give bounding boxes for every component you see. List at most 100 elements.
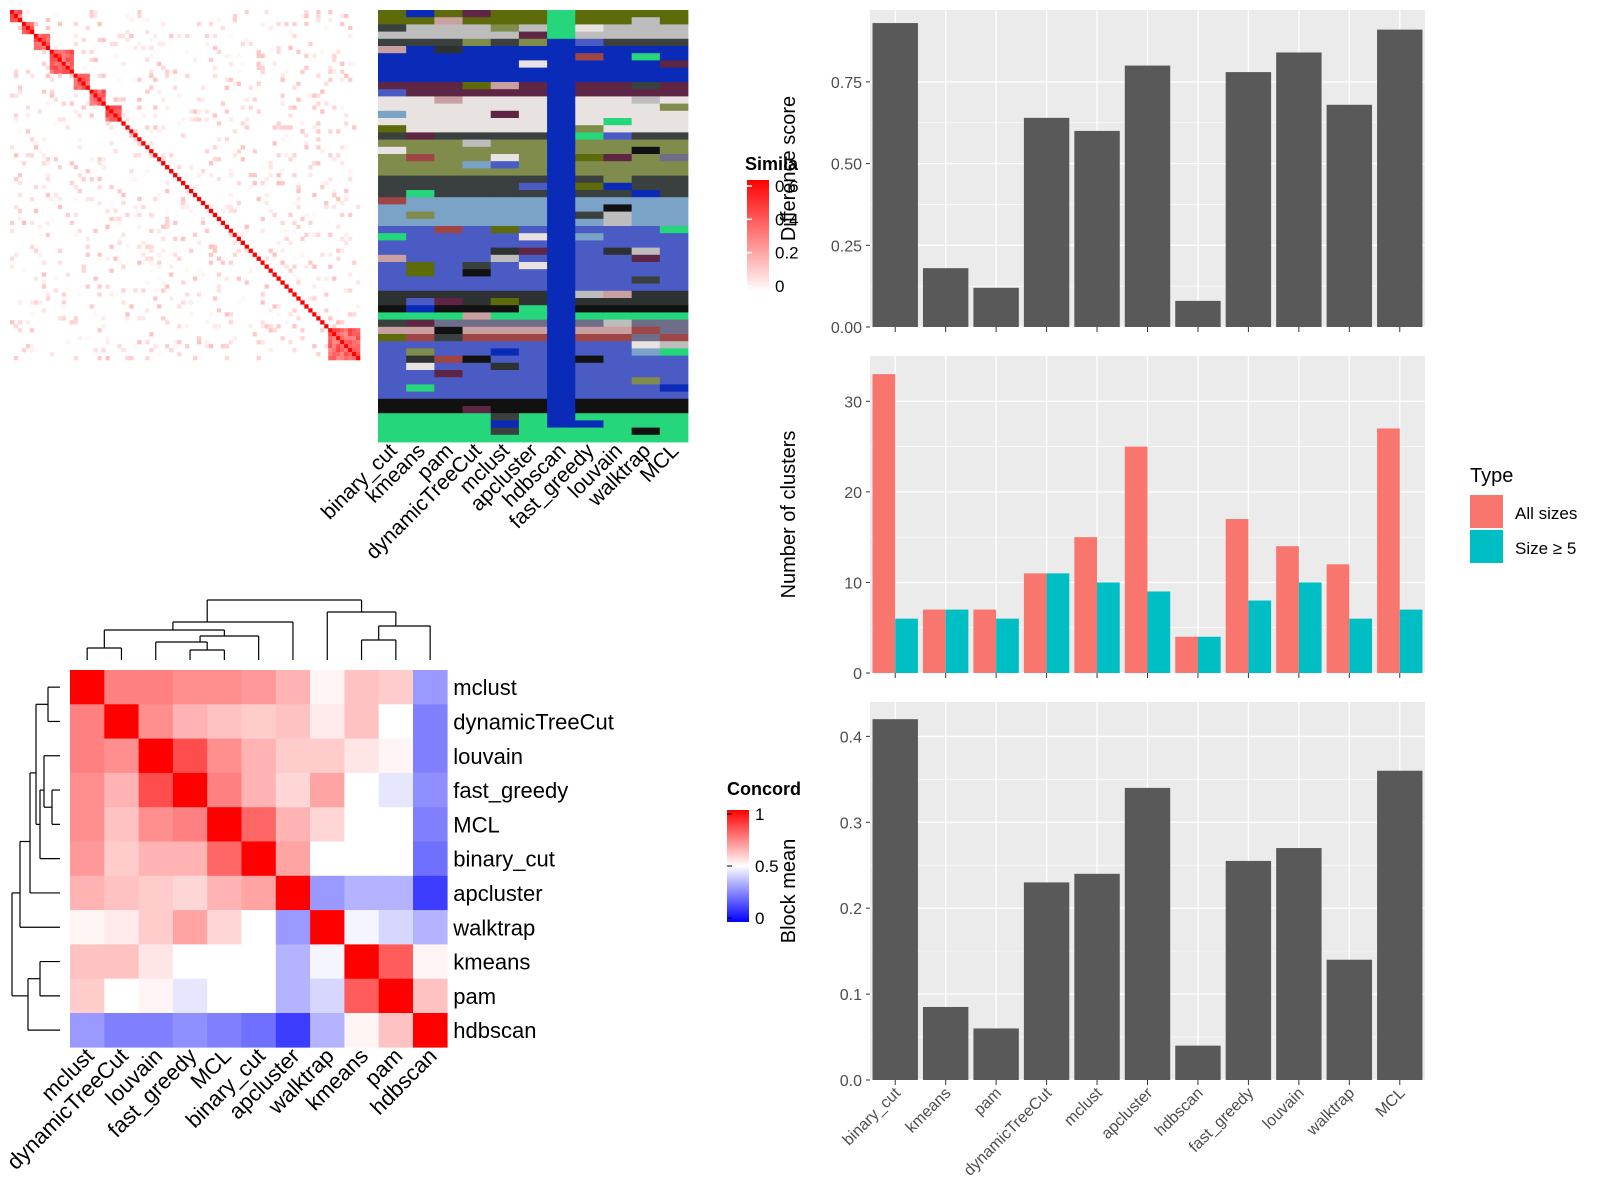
concordance-cell: [378, 772, 414, 808]
similarity-cell: [173, 344, 178, 349]
similarity-cell: [45, 173, 51, 178]
assignment-cell: [434, 38, 463, 47]
assignment-cell: [378, 82, 407, 90]
concordance-cell: [172, 910, 208, 945]
similarity-cell: [165, 105, 170, 110]
assignment-cell: [603, 38, 633, 47]
similarity-cell: [109, 125, 114, 130]
concordance-cell: [172, 978, 208, 1014]
similarity-cell: [45, 33, 51, 39]
assignment-cell: [575, 348, 604, 356]
assignment-cell: [659, 82, 689, 90]
similarity-cell: [149, 228, 154, 234]
similarity-cell: [296, 280, 301, 285]
similarity-cell: [81, 73, 86, 78]
similarity-cell: [141, 316, 146, 321]
similarity-cell: [45, 161, 51, 166]
similarity-cell: [276, 240, 281, 245]
similarity-cell: [340, 77, 345, 82]
similarity-cell: [224, 312, 230, 317]
similarity-cell: [53, 13, 59, 19]
concordance-cell: [172, 704, 208, 739]
assignment-cell: [378, 110, 407, 119]
similarity-cell: [348, 236, 353, 241]
bar: [1326, 959, 1373, 1080]
concordance-row-label: walktrap: [452, 915, 535, 940]
assignment-cell: [659, 377, 689, 385]
assignment-cell: [406, 161, 435, 169]
assignment-cell: [547, 413, 576, 421]
similarity-cell: [73, 356, 78, 361]
similarity-cell: [236, 236, 241, 241]
similarity-cell: [141, 113, 146, 118]
concordance-row-label: mclust: [453, 675, 517, 700]
assignment-cell: [434, 391, 463, 400]
similarity-cell: [57, 69, 63, 74]
concordance-cell: [207, 670, 242, 705]
similarity-cell: [41, 308, 47, 313]
concordance-cell: [172, 807, 208, 842]
assignment-cell: [490, 398, 520, 407]
assignment-cell: [603, 197, 633, 205]
assignment-cell: [575, 305, 604, 313]
similarity-cell: [117, 344, 122, 349]
similarity-legend-tick: 0.4: [775, 210, 799, 229]
similarity-cell: [41, 260, 47, 265]
similarity-cell: [292, 153, 297, 158]
similarity-cell: [105, 117, 110, 122]
similarity-cell: [204, 109, 210, 114]
assignment-cell: [659, 211, 689, 220]
similarity-cell: [328, 65, 333, 70]
similarity-cell: [216, 177, 222, 182]
assignment-cell: [631, 370, 661, 378]
similarity-cell: [61, 49, 66, 55]
assignment-cell: [631, 348, 661, 356]
similarity-cell: [33, 300, 39, 305]
assignment-cell: [659, 334, 689, 342]
assignment-cell: [659, 413, 689, 421]
assignment-cell: [547, 283, 576, 292]
similarity-cell: [320, 149, 325, 154]
similarity-cell: [41, 153, 47, 158]
assignment-cell: [603, 334, 633, 342]
assignment-cell: [406, 89, 435, 97]
similarity-cell: [145, 169, 150, 174]
similarity-cell: [141, 17, 146, 23]
similarity-cell: [33, 21, 39, 27]
similarity-cell: [208, 21, 214, 27]
assignment-cell: [490, 226, 520, 234]
assignment-cell: [490, 233, 520, 241]
similarity-cell: [173, 252, 178, 257]
assignment-cell: [518, 262, 548, 270]
similarity-cell: [216, 145, 222, 150]
similarity-cell: [41, 185, 47, 190]
similarity-cell: [49, 232, 55, 238]
assignment-cell: [434, 182, 463, 191]
concordance-cell: [104, 807, 139, 842]
similarity-cell: [288, 157, 293, 162]
similarity-cell: [53, 121, 59, 126]
similarity-cell: [153, 153, 158, 158]
y-tick-label: 0.50: [831, 157, 862, 174]
similarity-cell: [69, 69, 74, 74]
similarity-cell: [41, 37, 47, 43]
similarity-cell: [133, 153, 138, 158]
similarity-cell: [169, 272, 174, 277]
similarity-cell: [121, 300, 126, 305]
assignment-cell: [462, 276, 492, 284]
similarity-cell: [109, 216, 114, 222]
similarity-cell: [105, 113, 110, 118]
similarity-cell: [113, 256, 118, 261]
similarity-cell: [25, 69, 31, 74]
assignment-cell: [406, 211, 435, 220]
assignment-cell: [518, 82, 548, 90]
assignment-cell: [490, 211, 520, 220]
similarity-cell: [272, 125, 277, 130]
similarity-cell: [33, 37, 39, 43]
concordance-cell: [310, 1013, 345, 1048]
similarity-cell: [276, 125, 281, 130]
assignment-cell: [518, 204, 548, 212]
assignment-cell: [575, 326, 604, 335]
similarity-cell: [188, 188, 194, 194]
assignment-cell: [378, 341, 407, 349]
